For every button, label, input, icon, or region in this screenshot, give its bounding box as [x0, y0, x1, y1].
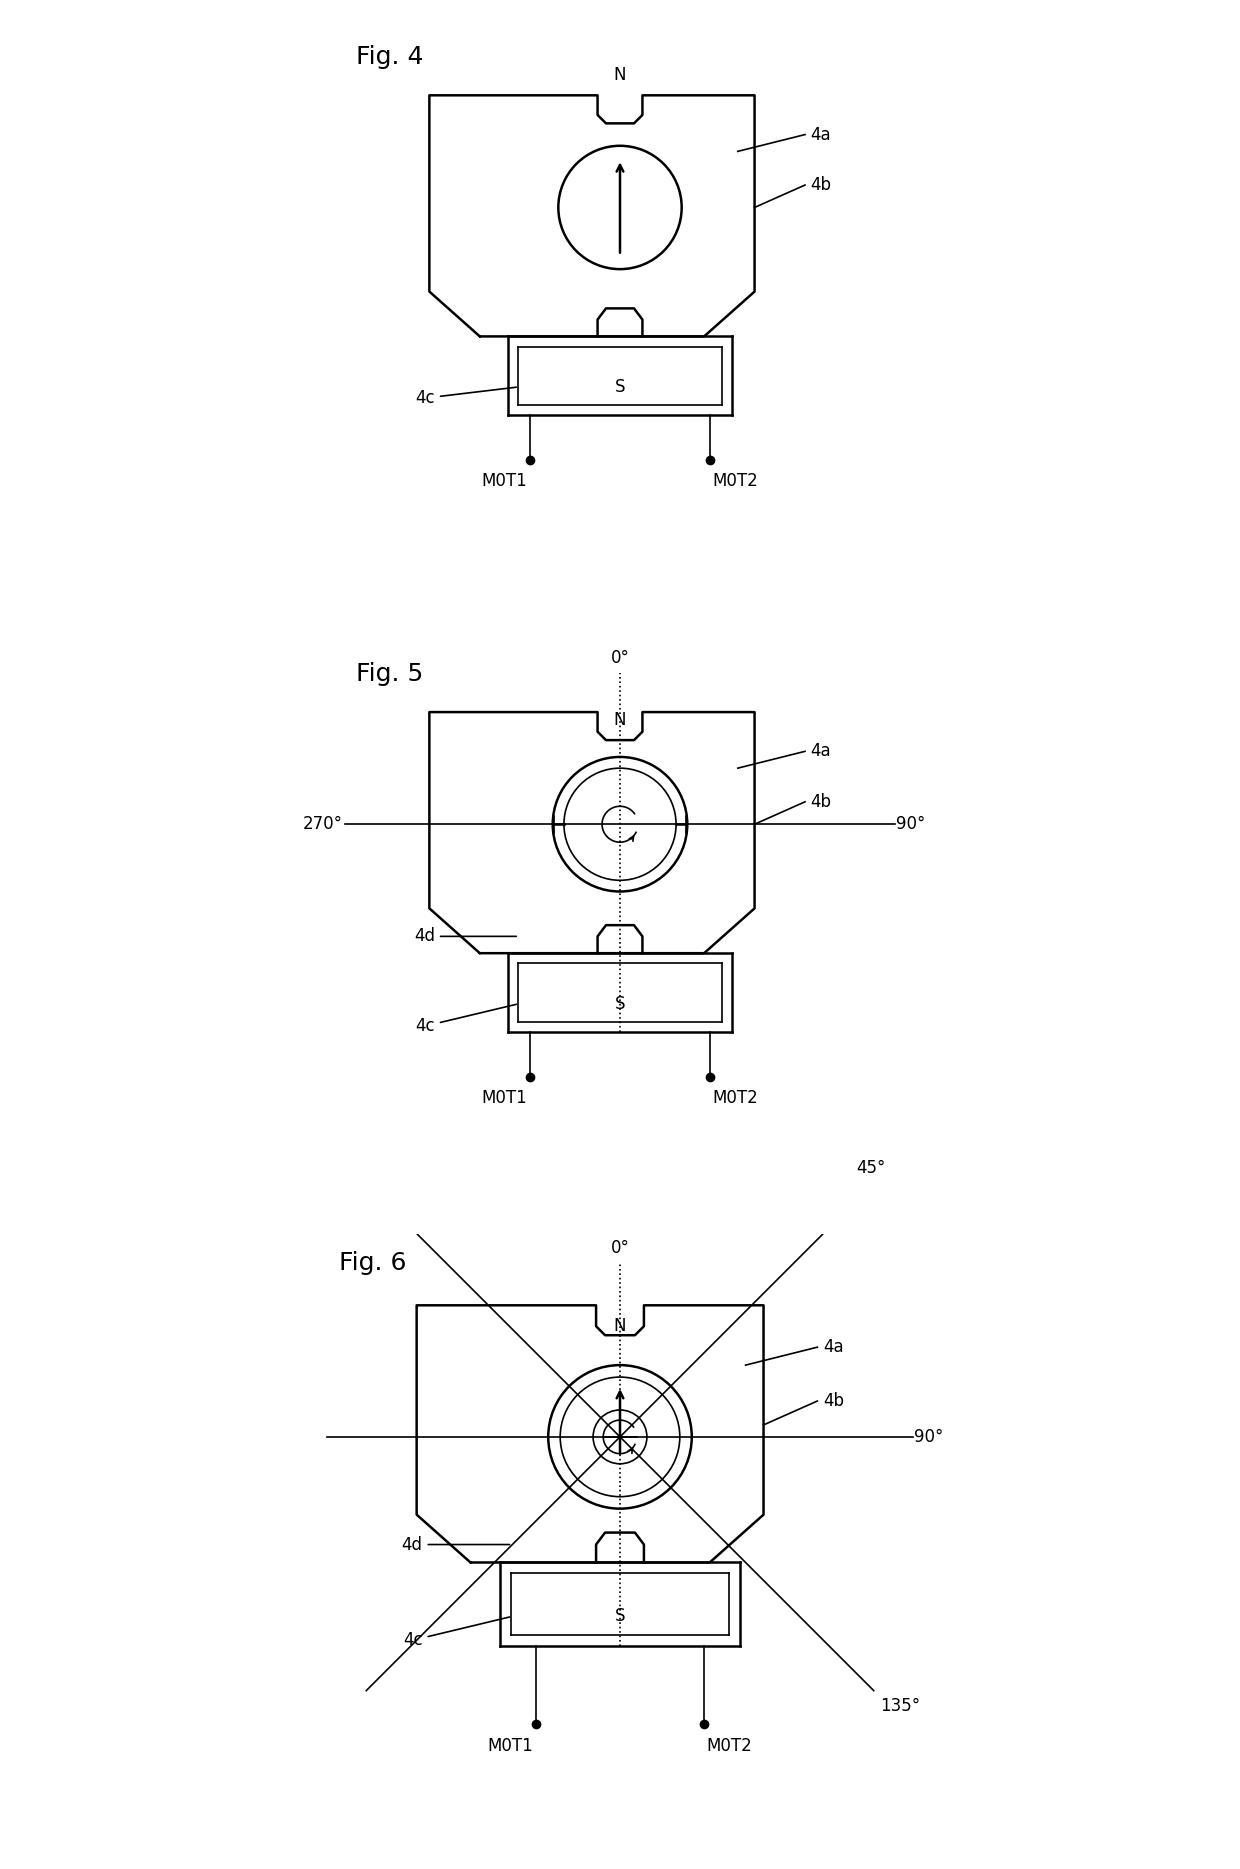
- Text: 4c: 4c: [403, 1617, 510, 1648]
- Text: M0T2: M0T2: [713, 473, 759, 490]
- Text: 0°: 0°: [610, 649, 630, 667]
- Text: M0T1: M0T1: [481, 1090, 527, 1106]
- Text: 135°: 135°: [879, 1697, 920, 1714]
- Text: 270°: 270°: [303, 815, 342, 834]
- Text: N: N: [614, 1318, 626, 1334]
- Text: 90°: 90°: [914, 1428, 944, 1447]
- Text: M0T1: M0T1: [481, 473, 527, 490]
- Text: 4c: 4c: [415, 387, 516, 407]
- Text: 4a: 4a: [811, 125, 831, 144]
- Text: S: S: [615, 1607, 625, 1626]
- Text: 4b: 4b: [811, 176, 832, 194]
- Text: N: N: [614, 710, 626, 729]
- Text: 45°: 45°: [856, 1159, 885, 1177]
- Text: 4a: 4a: [823, 1338, 844, 1357]
- Text: 4b: 4b: [823, 1392, 844, 1409]
- Text: Fig. 5: Fig. 5: [356, 662, 424, 686]
- Text: N: N: [614, 65, 626, 84]
- Text: 0°: 0°: [610, 1239, 630, 1258]
- Text: 90°: 90°: [895, 815, 925, 834]
- Text: 4a: 4a: [811, 742, 831, 761]
- Text: M0T2: M0T2: [713, 1090, 759, 1106]
- Text: Fig. 4: Fig. 4: [356, 45, 424, 69]
- Text: 4d: 4d: [402, 1536, 510, 1553]
- Text: Fig. 6: Fig. 6: [339, 1252, 407, 1275]
- Text: 4b: 4b: [811, 792, 832, 811]
- Text: S: S: [615, 994, 625, 1013]
- Text: 4d: 4d: [414, 927, 516, 946]
- Text: 4c: 4c: [415, 1004, 516, 1035]
- Text: M0T2: M0T2: [707, 1736, 753, 1755]
- Text: S: S: [615, 378, 625, 396]
- Text: M0T1: M0T1: [487, 1736, 533, 1755]
